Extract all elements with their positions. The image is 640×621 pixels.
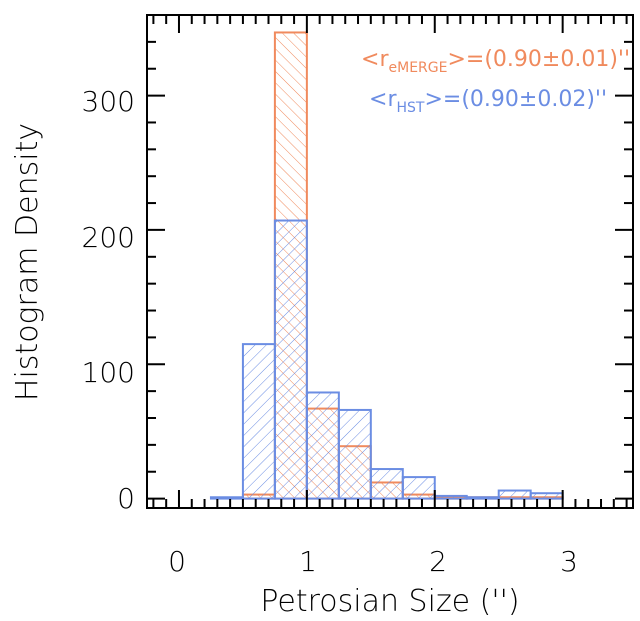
bar-hst bbox=[209, 496, 244, 500]
y-tick-label: 0 bbox=[117, 482, 135, 515]
y-tick-label: 200 bbox=[82, 221, 135, 254]
hst-annotation: <rHST>=(0.90±0.02)'' bbox=[369, 87, 607, 116]
x-tick-label: 3 bbox=[560, 545, 578, 578]
bar-hst bbox=[433, 494, 468, 500]
bar-hst bbox=[273, 219, 308, 500]
bar-hst bbox=[241, 343, 276, 500]
y-tick-labels: 0 100 200 300 bbox=[82, 85, 135, 515]
x-tick-label: 1 bbox=[299, 545, 317, 578]
bar-hst bbox=[337, 408, 372, 500]
plot-frame bbox=[146, 14, 634, 509]
bar-hst bbox=[497, 489, 532, 500]
x-axis-title: Petrosian Size ('') bbox=[260, 584, 519, 619]
bar-hst bbox=[529, 492, 564, 500]
series-hst-bars bbox=[209, 219, 564, 500]
emerge-annotation: <reMERGE>=(0.90±0.01)'' bbox=[361, 47, 630, 76]
bar-hst bbox=[305, 391, 340, 500]
x-tick-label: 2 bbox=[429, 545, 447, 578]
bar-hst bbox=[369, 468, 404, 500]
x-tick-labels: 0 1 2 3 bbox=[168, 545, 578, 578]
bar-hst bbox=[465, 496, 500, 500]
bar-hst bbox=[401, 476, 436, 500]
axis-ticks bbox=[147, 14, 633, 508]
y-axis-title: Histogram Density bbox=[10, 123, 45, 401]
y-tick-label: 300 bbox=[82, 85, 135, 118]
y-tick-label: 100 bbox=[82, 356, 135, 389]
x-tick-label: 0 bbox=[168, 545, 186, 578]
